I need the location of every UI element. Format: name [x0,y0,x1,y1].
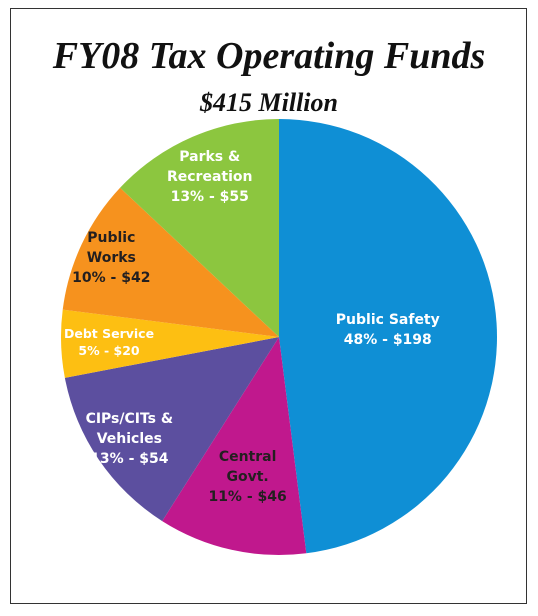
pie-slice [162,337,307,555]
category-label: Parks & Recreation [166,148,253,185]
chart-subtitle: $415 Million [200,88,338,117]
category-label: Debt Service [63,326,155,342]
chart-title: FY08 Tax Operating Funds [52,35,486,77]
category-label: Central Govt. [218,449,277,486]
category-label: CIPs/CITs & Vehicles [85,410,174,447]
value-label: 13% - $55 [170,188,249,205]
value-label: 48% - $198 [343,332,432,349]
value-label: 10% - $42 [72,270,151,287]
slice-label: Public Works 10% - $42 [71,228,151,288]
slice-label: Debt Service 5% - $20 [54,325,164,359]
slice-label: Public Safety 48% - $198 [323,310,453,350]
pie-slice [62,187,279,337]
value-label: 13% - $54 [90,450,169,467]
pie-slice [64,337,279,522]
frame [10,8,527,604]
pie-slice [120,119,279,337]
value-label: 5% - $20 [78,343,140,359]
slice-label: Central Govt. 11% - $46 [208,447,288,507]
pie-slice [279,119,497,554]
category-label: Public Safety [335,312,440,329]
slice-label: Parks & Recreation 13% - $55 [155,147,265,207]
slice-label: CIPs/CITs & Vehicles 13% - $54 [74,409,184,469]
category-label: Public Works [86,230,136,267]
pie-slice [60,309,280,378]
value-label: 11% - $46 [208,489,287,506]
